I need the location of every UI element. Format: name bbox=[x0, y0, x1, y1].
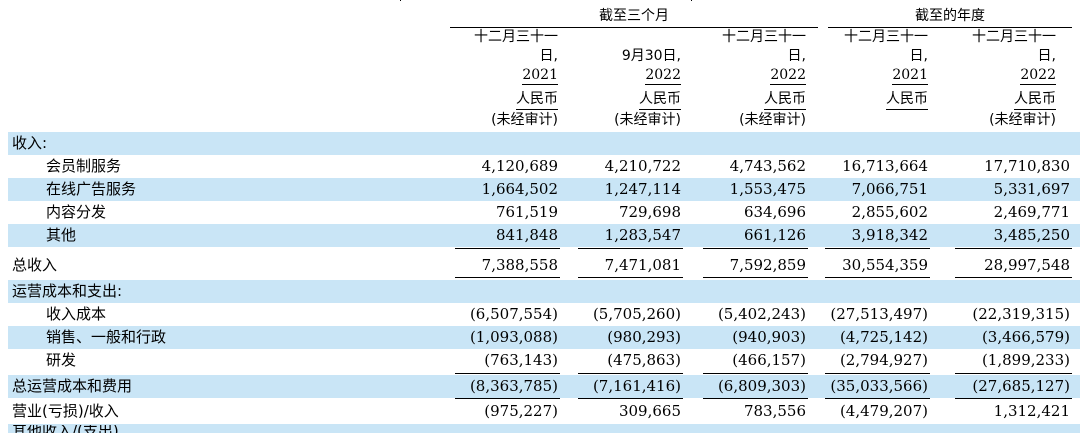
group-title-three-months: 截至三个月 bbox=[599, 8, 669, 24]
total-rule bbox=[825, 277, 930, 278]
total-rule bbox=[455, 277, 560, 278]
cut-off-row-label: 其他收入/(支出) bbox=[8, 425, 158, 433]
subtotal-rule bbox=[578, 248, 683, 249]
col-head-2: 9月30日, 2022 bbox=[621, 48, 681, 85]
col-currency-2: 人民币 (未经审计) bbox=[614, 91, 681, 128]
total-rule bbox=[825, 398, 930, 399]
total-rule bbox=[955, 398, 1072, 399]
table-row: 营业(亏损)/收入 (975,227) 309,665 783,556 (4,4… bbox=[12, 402, 1070, 420]
subtotal-rule bbox=[825, 248, 930, 249]
subtotal-rule bbox=[703, 248, 808, 249]
table-row bbox=[8, 424, 1080, 433]
table-row: 研发 (763,143) (475,863) (466,157) (2,794,… bbox=[46, 351, 1070, 369]
header-bracket bbox=[400, 0, 692, 1]
table-row: 运营成本和支出: bbox=[8, 280, 1080, 303]
col-head-3: 十二月三十一 日, 2022 bbox=[722, 29, 806, 85]
subtotal-rule bbox=[578, 373, 683, 374]
group-rule-year bbox=[828, 27, 1072, 28]
total-rule bbox=[455, 398, 560, 399]
col-head-5: 十二月三十一 日, 2022 bbox=[972, 29, 1056, 85]
subtotal-rule bbox=[455, 248, 560, 249]
total-rule bbox=[578, 398, 683, 399]
table-row: 收入: bbox=[8, 132, 1080, 155]
group-title-year: 截至的年度 bbox=[915, 8, 985, 24]
total-rule bbox=[955, 277, 1072, 278]
table-row: 总运营成本和费用 (8,363,785) (7,161,416) (6,809,… bbox=[8, 375, 1080, 398]
col-currency-3: 人民币 (未经审计) bbox=[739, 91, 806, 128]
table-row: 总收入 7,388,558 7,471,081 7,592,859 30,554… bbox=[12, 256, 1070, 274]
table-row: 收入成本 (6,507,554) (5,705,260) (5,402,243)… bbox=[46, 305, 1070, 323]
subtotal-rule bbox=[825, 373, 930, 374]
subtotal-rule bbox=[955, 248, 1072, 249]
group-rule-three-months bbox=[450, 27, 818, 28]
subtotal-rule bbox=[955, 373, 1072, 374]
total-rule bbox=[578, 277, 683, 278]
col-currency-4: 人民币 bbox=[820, 89, 928, 110]
total-rule bbox=[703, 277, 808, 278]
table-row: 在线广告服务 1,664,502 1,247,114 1,553,475 7,0… bbox=[8, 178, 1080, 201]
table-row: 销售、一般和行政 (1,093,088) (980,293) (940,903)… bbox=[8, 326, 1080, 349]
subtotal-rule bbox=[455, 373, 560, 374]
table-row: 其他 841,848 1,283,547 661,126 3,918,342 3… bbox=[8, 224, 1080, 247]
table-row: 内容分发 761,519 729,698 634,696 2,855,602 2… bbox=[46, 203, 1070, 221]
col-currency-1: 人民币 (未经审计) bbox=[491, 91, 558, 128]
col-currency-5: 人民币 (未经审计) bbox=[989, 91, 1056, 128]
col-head-4: 十二月三十一 日, 2021 bbox=[844, 29, 928, 85]
col-head-1: 十二月三十一 日, 2021 bbox=[474, 29, 558, 85]
table-row: 会员制服务 4,120,689 4,210,722 4,743,562 16,7… bbox=[46, 157, 1070, 175]
total-rule bbox=[703, 398, 808, 399]
subtotal-rule bbox=[703, 373, 808, 374]
